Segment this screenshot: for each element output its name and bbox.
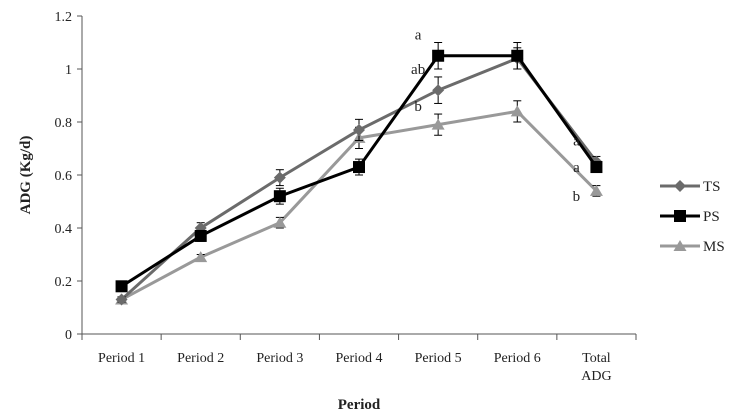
data-point-ps — [273, 190, 286, 203]
x-tick-label: Period 5 — [415, 351, 462, 366]
axes: 00.20.40.60.811.2 Period 1 Period 2 Period… — [55, 10, 637, 384]
significance-letter: b — [414, 99, 422, 115]
x-axis-title: Period — [338, 397, 381, 413]
legend-marker-ms — [673, 240, 687, 251]
x-tick-label: ADG — [581, 369, 611, 384]
x-tick-label: Period 2 — [177, 351, 224, 366]
y-axis-title: ADG (Kg/d) — [18, 136, 34, 215]
y-tick-label: 1 — [65, 63, 72, 78]
y-tick-label: 0.2 — [55, 275, 73, 290]
significance-letter: ab — [411, 62, 425, 78]
significance-letter: a — [573, 134, 580, 150]
y-tick-label: 0.8 — [55, 116, 73, 131]
y-ticks: 0 0.2 0.4 0.6 0.8 1 1.2 — [55, 10, 82, 343]
significance-letter: a — [415, 28, 422, 44]
x-tick-label: Period 3 — [256, 351, 303, 366]
data-point-ms — [273, 216, 287, 228]
data-point-ts — [115, 293, 128, 306]
series-line-ts — [120, 56, 598, 301]
data-point-ms — [194, 251, 208, 263]
legend-marker-ps — [674, 210, 686, 222]
x-tick-label: Period 1 — [98, 351, 145, 366]
y-tick-label: 1.2 — [55, 10, 73, 25]
x-tick-label: Total — [582, 351, 611, 366]
x-tick-label: Period 6 — [494, 351, 541, 366]
series-ts — [115, 47, 603, 306]
significance-letter: b — [573, 189, 581, 205]
legend-marker-ts — [674, 180, 686, 192]
significance-letter: a — [573, 160, 580, 176]
y-tick-label: 0 — [65, 328, 72, 343]
data-point-ts — [353, 123, 365, 136]
data-point-ts — [432, 84, 445, 97]
data-point-ms — [589, 184, 603, 196]
x-tick-label: Period 4 — [335, 351, 382, 366]
series-ps — [115, 42, 603, 293]
data-point-ps — [590, 161, 603, 174]
data-point-ps — [353, 161, 365, 174]
legend: TS PS MS — [660, 179, 725, 255]
legend-item-ms: MS — [660, 239, 725, 255]
legend-label-ts: TS — [703, 179, 721, 195]
y-tick-label: 0.6 — [55, 169, 73, 184]
y-tick-label: 0.4 — [55, 222, 73, 237]
legend-label-ps: PS — [703, 209, 720, 225]
data-point-ps — [432, 49, 445, 62]
data-point-ms — [510, 105, 524, 117]
data-point-ps — [511, 49, 524, 62]
legend-label-ms: MS — [703, 239, 725, 255]
data-point-ps — [194, 229, 207, 242]
x-ticks: Period 1 Period 2 Period 3 Period 4 Period 5… — [81, 334, 637, 384]
legend-item-ps: PS — [660, 209, 720, 225]
data-point-ms — [431, 118, 445, 130]
data-point-ps — [115, 280, 128, 293]
series-layer — [115, 42, 603, 306]
data-point-ts — [273, 171, 286, 184]
legend-item-ts: TS — [660, 179, 721, 195]
